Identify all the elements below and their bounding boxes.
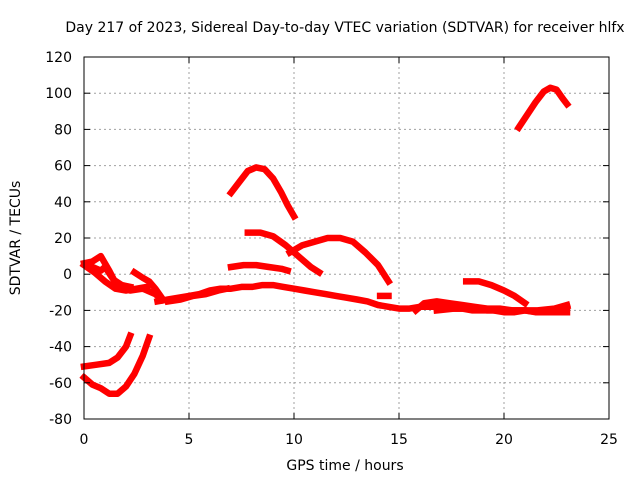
series-arc-4 [79,260,151,294]
y-tick-label: 40 [54,195,72,211]
x-tick-label: 10 [285,432,303,448]
series-arc-13 [244,229,324,277]
series-arc-5 [88,262,135,291]
series-arc-1 [79,333,154,397]
x-tick-label: 20 [495,432,513,448]
x-tick-label: 25 [600,432,618,448]
series-arc-2 [80,331,135,371]
y-tick-label: 20 [54,231,72,247]
series-arc-14 [227,261,292,275]
series-arc-12 [226,164,299,221]
series-arc-15 [285,234,393,286]
y-tick-label: -40 [49,340,72,356]
y-tick-label: 120 [45,50,72,66]
series-arc-16 [462,278,530,308]
y-tick-label: -20 [49,303,72,319]
axis-ticks: 0 5 10 15 20 25 -80 -60 -40 -20 0 20 40 60 80 100 120 [45,50,618,448]
series-arc-6 [129,267,167,303]
y-tick-label: 0 [63,267,72,283]
y-tick-label: 100 [45,86,72,102]
series-arc-17 [514,84,572,133]
y-tick-label: -80 [49,412,72,428]
y-axis-label: SDTVAR / TECUs [8,181,24,296]
data-series [79,84,572,397]
grid [84,57,609,419]
series-arc-8 [164,284,231,306]
y-tick-label: 60 [54,159,72,175]
y-tick-label: -60 [49,376,72,392]
x-tick-label: 0 [80,432,89,448]
series-arc-10 [433,300,572,314]
x-tick-label: 15 [390,432,408,448]
x-tick-label: 5 [185,432,194,448]
y-tick-label: 80 [54,122,72,138]
x-axis-label: GPS time / hours [286,458,403,474]
chart-title: Day 217 of 2023, Sidereal Day-to-day VTE… [65,20,624,36]
